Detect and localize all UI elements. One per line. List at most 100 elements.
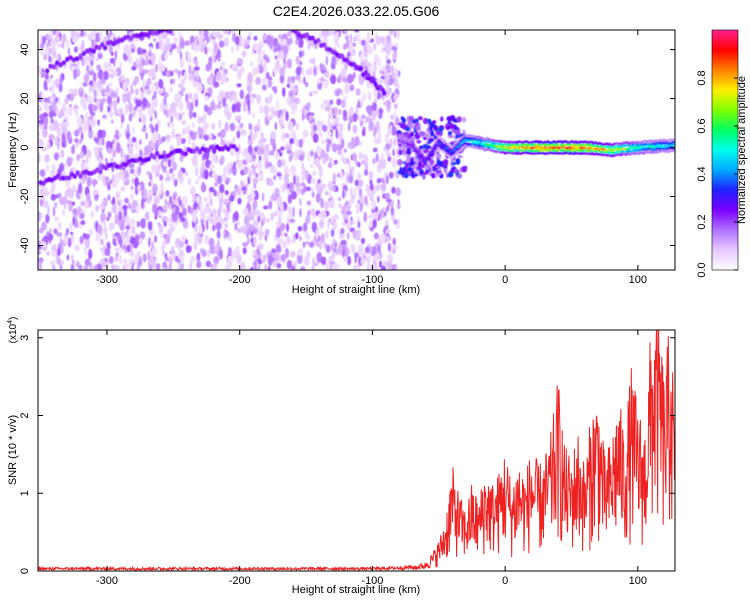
track-cell xyxy=(97,45,102,51)
track-cell xyxy=(339,53,345,59)
noise-cell xyxy=(132,199,138,207)
track-cell xyxy=(68,55,73,61)
noise-cell xyxy=(141,198,144,210)
noise-cell xyxy=(154,235,158,243)
noise-cell xyxy=(180,217,186,222)
noise-cell xyxy=(315,182,321,191)
noise-cell xyxy=(159,174,164,181)
noise-cell xyxy=(356,206,360,215)
noise-cell xyxy=(70,254,74,261)
noise-cell xyxy=(208,33,212,41)
noise-cell xyxy=(194,165,199,177)
noise-cell xyxy=(280,230,286,237)
noise-cell xyxy=(284,133,290,139)
noise-cell xyxy=(226,106,230,112)
noise-cell xyxy=(95,57,100,62)
noise-cell xyxy=(325,244,331,253)
noise-cell xyxy=(378,108,384,115)
noise-cell xyxy=(327,139,332,145)
noise-cell xyxy=(59,260,64,266)
noise-cell xyxy=(270,212,274,221)
noise-cell xyxy=(173,178,178,187)
transition-cell xyxy=(453,126,459,130)
noise-cell xyxy=(209,186,215,193)
noise-cell xyxy=(186,52,191,60)
noise-cell xyxy=(275,187,280,195)
noise-cell xyxy=(347,73,353,84)
noise-cell xyxy=(286,96,291,104)
noise-cell xyxy=(108,67,115,73)
noise-cell xyxy=(312,57,316,65)
noise-cell xyxy=(123,208,128,218)
noise-cell xyxy=(380,79,385,84)
noise-cell xyxy=(341,98,346,109)
noise-cell xyxy=(329,193,332,199)
noise-cell xyxy=(40,241,47,248)
noise-cell xyxy=(293,260,298,267)
noise-cell xyxy=(58,110,62,118)
noise-cell xyxy=(80,220,86,226)
noise-cell xyxy=(53,152,60,161)
noise-cell xyxy=(287,194,293,204)
noise-cell xyxy=(152,183,158,194)
noise-cell xyxy=(203,134,209,140)
noise-cell xyxy=(235,107,241,113)
noise-cell xyxy=(136,264,140,270)
noise-cell xyxy=(320,183,327,190)
transition-cell xyxy=(428,137,435,143)
noise-cell xyxy=(118,210,122,221)
noise-cell xyxy=(154,214,158,220)
noise-cell xyxy=(265,228,270,237)
noise-cell xyxy=(52,41,58,47)
noise-cell xyxy=(280,222,286,231)
noise-cell xyxy=(266,34,273,45)
track-cell xyxy=(88,47,93,53)
noise-cell xyxy=(280,124,285,130)
noise-cell xyxy=(266,218,270,223)
noise-cell xyxy=(235,102,242,109)
noise-cell xyxy=(374,206,379,214)
noise-cell xyxy=(242,130,246,138)
noise-cell xyxy=(137,165,141,176)
noise-cell xyxy=(358,76,364,85)
noise-cell xyxy=(97,119,100,126)
noise-cell xyxy=(86,192,91,202)
noise-cell xyxy=(107,211,112,218)
noise-cell xyxy=(289,138,295,145)
noise-cell xyxy=(71,145,75,155)
noise-cell xyxy=(229,93,233,103)
noise-cell xyxy=(343,96,348,101)
noise-cell xyxy=(121,166,126,171)
noise-cell xyxy=(278,33,283,40)
noise-cell xyxy=(193,44,200,53)
noise-cell xyxy=(301,188,305,195)
noise-cell xyxy=(83,73,90,83)
noise-cell xyxy=(257,118,261,128)
transition-cell xyxy=(448,134,454,139)
track-cell xyxy=(316,37,321,44)
noise-cell xyxy=(252,67,258,76)
noise-cell xyxy=(276,148,281,154)
noise-cell xyxy=(131,48,135,53)
noise-cell xyxy=(373,264,379,270)
noise-cell xyxy=(134,176,139,188)
noise-cell xyxy=(123,236,130,245)
noise-cell xyxy=(88,66,94,72)
noise-cell xyxy=(182,168,186,174)
noise-cell xyxy=(73,68,77,80)
transition-cell xyxy=(410,131,414,138)
noise-cell xyxy=(77,125,83,133)
noise-cell xyxy=(152,108,156,115)
noise-cell xyxy=(251,187,254,196)
noise-cell xyxy=(319,62,323,72)
noise-cell xyxy=(354,179,359,187)
noise-cell xyxy=(243,227,247,235)
noise-cell xyxy=(215,222,222,231)
noise-cell xyxy=(248,169,252,180)
noise-cell xyxy=(218,119,222,130)
noise-cell xyxy=(131,266,134,270)
noise-cell xyxy=(216,191,221,198)
noise-cell xyxy=(107,30,111,36)
noise-cell xyxy=(178,113,182,121)
noise-cell xyxy=(287,121,294,132)
